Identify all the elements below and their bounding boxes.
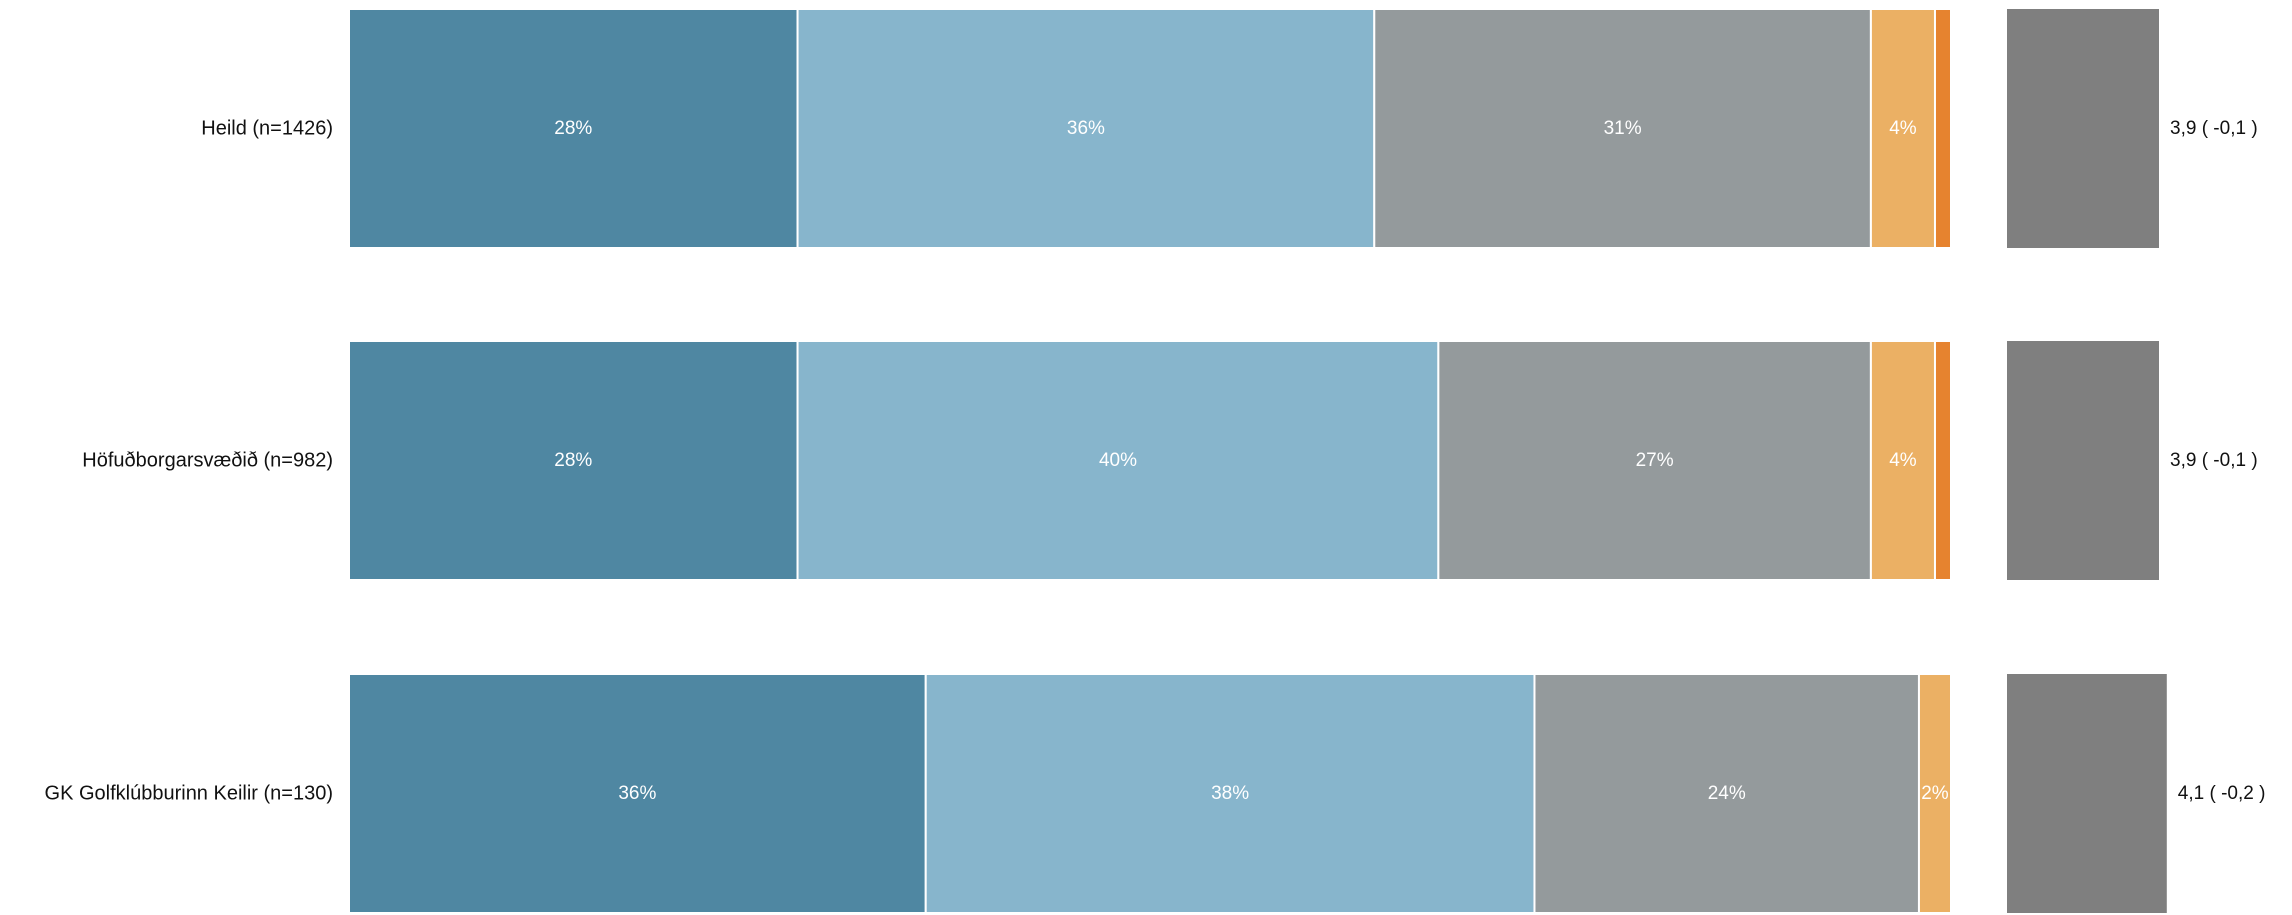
bar-segment <box>796 8 1376 249</box>
row-label: Höfuðborgarsvæðið (n=982) <box>82 450 333 472</box>
bar-segment <box>348 8 799 249</box>
segment-label: 24% <box>1708 783 1746 804</box>
segment-label: 4% <box>1889 450 1917 471</box>
mean-label: 3,9 ( -0,1 ) <box>2170 450 2258 471</box>
mean-bar <box>2007 341 2159 580</box>
segment-label: 2% <box>1921 783 1949 804</box>
bar-segment <box>348 673 927 914</box>
segment-label: 27% <box>1636 450 1674 471</box>
mean-label: 4,1 ( -0,2 ) <box>2178 783 2266 804</box>
bar-segment <box>924 673 1536 914</box>
segment-label: 40% <box>1099 450 1137 471</box>
segment-label: 4% <box>1889 118 1917 139</box>
segment-label: 36% <box>618 783 656 804</box>
segment-label: 36% <box>1067 118 1105 139</box>
bar-segment <box>1373 8 1872 249</box>
row-label: GK Golfklúbburinn Keilir (n=130) <box>45 783 333 805</box>
bar-segment <box>348 340 799 581</box>
mean-label: 3,9 ( -0,1 ) <box>2170 118 2258 139</box>
bar-segment <box>1437 340 1872 581</box>
mean-bar <box>2007 9 2159 248</box>
segment-label: 28% <box>554 118 592 139</box>
bar-segment <box>796 340 1440 581</box>
bar-segment <box>1933 8 1952 249</box>
bar-segment <box>1869 340 1936 581</box>
segment-label: 28% <box>554 450 592 471</box>
segment-label: 31% <box>1604 118 1642 139</box>
row-label: Heild (n=1426) <box>201 118 333 140</box>
segment-label: 38% <box>1211 783 1249 804</box>
bar-segment <box>1917 673 1952 914</box>
mean-bar <box>2007 674 2167 913</box>
bar-segment <box>1933 340 1952 581</box>
